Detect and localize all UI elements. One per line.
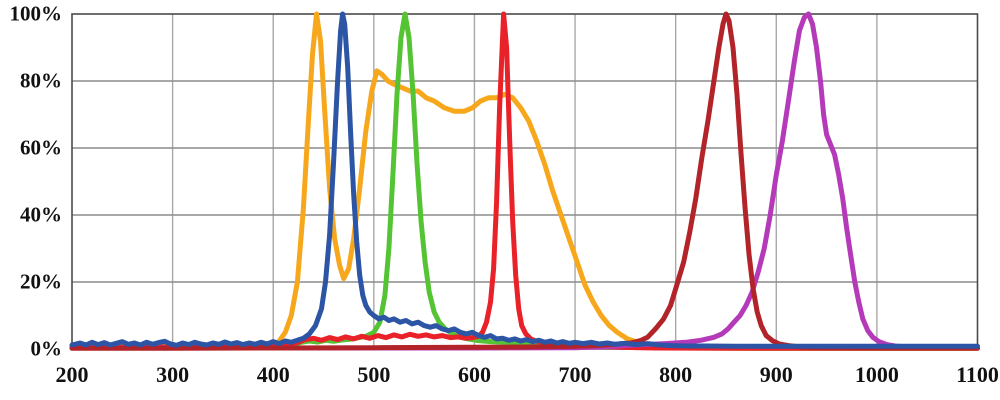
x-tick-label: 700 <box>558 362 592 387</box>
x-tick-label: 800 <box>659 362 693 387</box>
x-tick-label: 900 <box>759 362 793 387</box>
y-tick-label: 20% <box>20 269 62 294</box>
x-tick-label: 500 <box>357 362 391 387</box>
y-tick-label: 40% <box>20 202 62 227</box>
y-tick-label: 60% <box>20 135 62 160</box>
x-tick-label: 400 <box>256 362 290 387</box>
x-tick-label: 600 <box>457 362 491 387</box>
y-tick-label: 100% <box>9 1 63 26</box>
series-curve-amber-broad <box>69 11 980 351</box>
x-tick-label: 1100 <box>956 362 999 387</box>
y-tick-label: 0% <box>30 336 63 361</box>
series-curve-blue-470nm <box>69 11 980 349</box>
series-curve-magenta-930nm <box>69 11 980 351</box>
x-tick-label: 1000 <box>854 362 899 387</box>
x-tick-label: 200 <box>55 362 89 387</box>
y-tick-label: 80% <box>20 68 62 93</box>
x-tick-label: 300 <box>156 362 190 387</box>
series-curve-darkred-850nm <box>69 11 980 351</box>
